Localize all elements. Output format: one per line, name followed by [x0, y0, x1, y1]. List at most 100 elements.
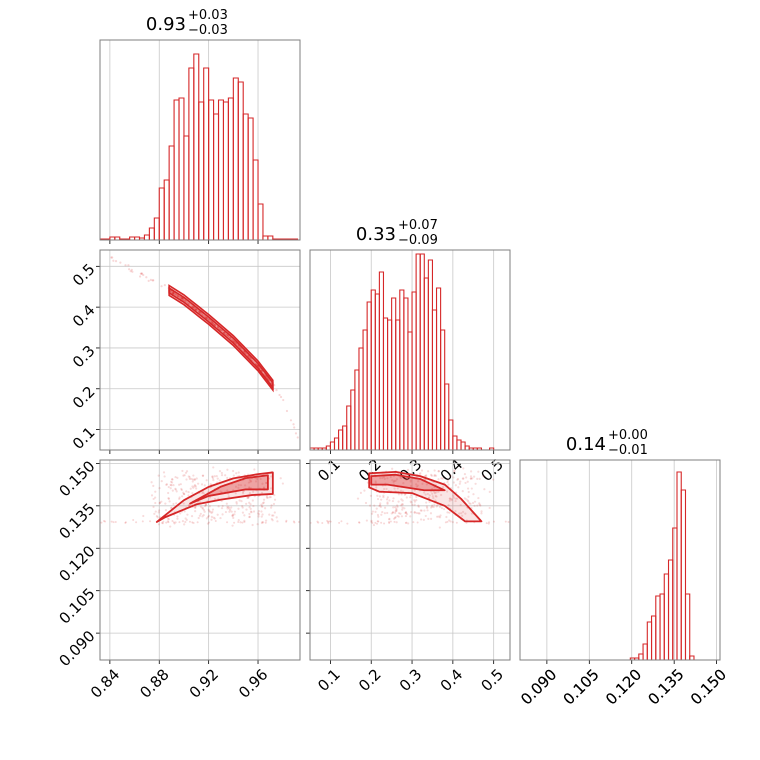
scatter-point [172, 291, 175, 294]
scatter-point [173, 292, 177, 295]
scatter-point [473, 500, 477, 503]
scatter-point [421, 482, 424, 485]
scatter-point [376, 513, 380, 517]
scatter-point [424, 493, 427, 496]
scatter-point [225, 502, 228, 505]
scatter-point [198, 514, 201, 517]
hist-bar [415, 253, 421, 450]
scatter-point [436, 515, 439, 518]
scatter-point [386, 496, 389, 499]
scatter-point [444, 521, 447, 524]
scatter-point [201, 313, 204, 316]
scatter-point [197, 310, 201, 313]
histogram-panel-3: 0.090 0.105 0.120 0.135 0.150 0.14 +0.00−0.01 [517, 428, 730, 709]
scatter-point [469, 477, 473, 480]
scatter-point [479, 504, 482, 507]
hist-bar [358, 347, 364, 450]
scatter-point [375, 507, 378, 510]
scatter-point [396, 487, 399, 490]
scatter-point [170, 481, 174, 484]
scatter-point [376, 494, 379, 497]
scatter-point [180, 488, 183, 492]
scatter-point [431, 495, 434, 498]
scatter-point [192, 305, 195, 309]
scatter-point [203, 484, 206, 487]
hist-bar [333, 437, 340, 450]
scatter-point [466, 480, 469, 483]
scatter-point [210, 518, 213, 521]
scatter-point [388, 518, 391, 521]
scatter-point [410, 511, 413, 514]
scatter-point [190, 477, 193, 481]
scatter-point [378, 495, 381, 498]
scatter-y-tick-label: 0.120 [55, 542, 98, 585]
scatter-point [231, 524, 234, 527]
scatter-point [383, 506, 387, 509]
scatter-point [438, 505, 442, 508]
scatter-point [235, 342, 238, 345]
scatter-point [204, 503, 208, 507]
scatter-point [377, 520, 380, 523]
scatter-frame [309, 459, 511, 661]
scatter-point [243, 519, 246, 522]
scatter-point [124, 521, 127, 524]
scatter-point [396, 504, 399, 507]
scatter-point [165, 521, 168, 524]
hist-bar [464, 445, 470, 450]
scatter-point [466, 499, 469, 502]
scatter-point [114, 520, 117, 523]
scatter-point [439, 514, 442, 517]
scatter-point [458, 512, 461, 515]
scatter-point [488, 506, 491, 510]
scatter-point [470, 487, 473, 490]
scatter-point [247, 496, 250, 499]
scatter-point [201, 474, 205, 477]
scatter-point [420, 509, 423, 512]
scatter-point [231, 513, 235, 516]
scatter-point [131, 270, 134, 273]
scatter-point [282, 398, 285, 402]
hist-x-tick-label: 0.150 [687, 665, 730, 708]
scatter-point [194, 307, 197, 311]
scatter-point [285, 519, 288, 522]
scatter-points [310, 467, 510, 529]
scatter-point [433, 492, 437, 495]
scatter-point [394, 479, 397, 482]
scatter-point [386, 501, 389, 504]
scatter-point [462, 467, 465, 470]
scatter-point [459, 503, 462, 507]
scatter-point [237, 483, 240, 487]
scatter-point [201, 313, 205, 316]
scatter-point [194, 506, 197, 510]
scatter-point [130, 268, 133, 271]
scatter-point [386, 477, 389, 480]
scatter-point [270, 506, 273, 509]
scatter-y-tick-label: 0.1 [69, 423, 99, 453]
scatter-point [451, 520, 454, 524]
scatter-point [207, 508, 210, 511]
scatter-point [213, 497, 217, 501]
scatter-point [432, 496, 435, 500]
scatter-point [416, 521, 419, 524]
scatter-point [176, 517, 179, 520]
scatter-point [177, 295, 180, 298]
scatter-point [151, 279, 154, 282]
hist-title-1-minus: −0.03 [188, 23, 228, 38]
scatter-point [169, 487, 172, 490]
hist-bar [395, 319, 401, 450]
scatter-point [190, 514, 194, 518]
scatter-point [262, 521, 265, 524]
scatter-point [158, 501, 162, 504]
hist-bar [329, 441, 336, 450]
hist-bar [672, 527, 678, 660]
scatter-point [392, 497, 395, 500]
scatter-point [241, 505, 244, 508]
scatter-point [211, 510, 214, 513]
scatter-point [476, 504, 479, 507]
hist-frame [309, 249, 511, 451]
scatter-point [192, 474, 195, 477]
scatter-point [183, 492, 186, 496]
scatter-point [184, 471, 188, 474]
scatter-point [192, 478, 195, 481]
